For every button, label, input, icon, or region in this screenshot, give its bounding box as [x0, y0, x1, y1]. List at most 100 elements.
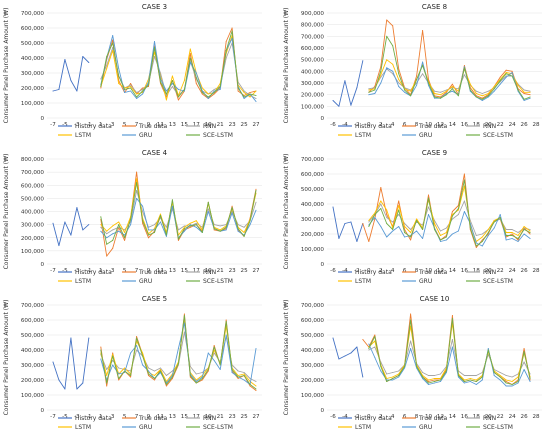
data-point [160, 370, 161, 372]
data-point [463, 65, 465, 66]
data-point [154, 378, 155, 379]
legend-label: RNN [483, 123, 496, 130]
x-tick-label: 11 [157, 122, 165, 128]
data-point [368, 94, 370, 96]
data-point [177, 238, 179, 240]
data-point [142, 205, 144, 207]
data-point [171, 80, 173, 81]
chart-svg: CASE 9 0 100,000 200,000 300,000 400,000 500,0… [283, 149, 542, 285]
series-line-0 [332, 206, 364, 242]
data-point [410, 319, 412, 321]
data-point [529, 97, 531, 99]
data-point [142, 211, 144, 212]
x-tick-label: 25 [241, 414, 249, 420]
x-tick-label: 15 [181, 122, 189, 128]
data-point [255, 381, 257, 382]
data-point [416, 230, 418, 232]
data-point [392, 229, 394, 230]
data-point [451, 346, 453, 348]
data-point [529, 238, 531, 239]
data-point [148, 84, 149, 86]
data-point [189, 48, 191, 50]
data-point [177, 99, 179, 101]
data-point [398, 209, 400, 211]
data-point [386, 378, 388, 379]
x-tick-label: 6 [403, 122, 407, 128]
y-tick-label: 300,000 [301, 81, 325, 87]
data-point [136, 349, 138, 351]
data-point [142, 93, 144, 95]
data-point [463, 179, 465, 181]
data-point [392, 73, 394, 75]
data-point [82, 229, 84, 231]
legend-label: GRU [419, 424, 432, 431]
data-point [422, 73, 424, 75]
data-point [475, 247, 477, 248]
data-point [100, 216, 102, 218]
data-point [404, 223, 406, 224]
x-tick-label: 5 [123, 268, 127, 274]
data-point [469, 378, 471, 379]
data-point [231, 211, 233, 212]
data-point [463, 173, 465, 175]
data-point [380, 70, 382, 72]
data-point [177, 89, 179, 90]
data-point [207, 369, 209, 370]
data-point [374, 340, 376, 342]
data-point [481, 379, 483, 381]
data-point [136, 190, 138, 191]
data-point [189, 62, 191, 63]
data-point [404, 229, 406, 230]
data-point [207, 201, 209, 203]
legend-label: GRU [419, 278, 432, 285]
data-point [243, 379, 245, 381]
data-point [410, 229, 412, 230]
data-point [493, 372, 495, 373]
x-tick-label: 4 [391, 414, 395, 420]
x-tick-label: 22 [497, 414, 504, 420]
data-point [386, 209, 388, 211]
x-tick-label: -3 [74, 414, 80, 420]
chart-svg: CASE 8 0 100,000 200,000 300,000 400,000 500,0… [283, 3, 542, 139]
legend-label: SCE-LSTM [483, 278, 513, 285]
y-tick-label: 0 [320, 408, 324, 414]
x-tick-label: 1 [99, 268, 103, 274]
data-point [106, 385, 108, 387]
x-tick-label: 19 [205, 268, 213, 274]
data-point [380, 76, 382, 78]
data-point [511, 72, 513, 73]
legend-label: History data [75, 415, 112, 422]
data-point [130, 83, 132, 84]
data-point [136, 171, 138, 173]
y-tick-label: 200,000 [301, 232, 325, 238]
legend-label: LSTM [75, 278, 91, 285]
data-point [136, 182, 138, 184]
data-point [106, 369, 108, 370]
data-point [505, 229, 507, 230]
data-point [529, 233, 531, 235]
data-point [487, 229, 489, 230]
data-point [177, 96, 179, 98]
data-point [362, 339, 364, 340]
data-point [451, 214, 453, 215]
x-tick-label: -1 [86, 122, 92, 128]
data-point [511, 229, 513, 230]
data-point [517, 232, 519, 233]
data-point [160, 369, 161, 370]
data-point [410, 239, 412, 241]
data-point [142, 352, 144, 354]
data-point [451, 88, 453, 90]
data-point [362, 376, 364, 378]
x-tick-label: 20 [485, 268, 493, 274]
data-point [440, 91, 441, 93]
data-point [112, 47, 114, 48]
data-point [195, 220, 197, 222]
x-tick-label: -6 [330, 414, 336, 420]
data-point [219, 89, 221, 90]
y-tick-label: 700,000 [301, 157, 325, 163]
data-point [213, 93, 215, 95]
data-point [201, 372, 203, 373]
y-tick-label: 100,000 [301, 393, 325, 399]
data-point [195, 77, 197, 78]
data-point [106, 243, 108, 245]
